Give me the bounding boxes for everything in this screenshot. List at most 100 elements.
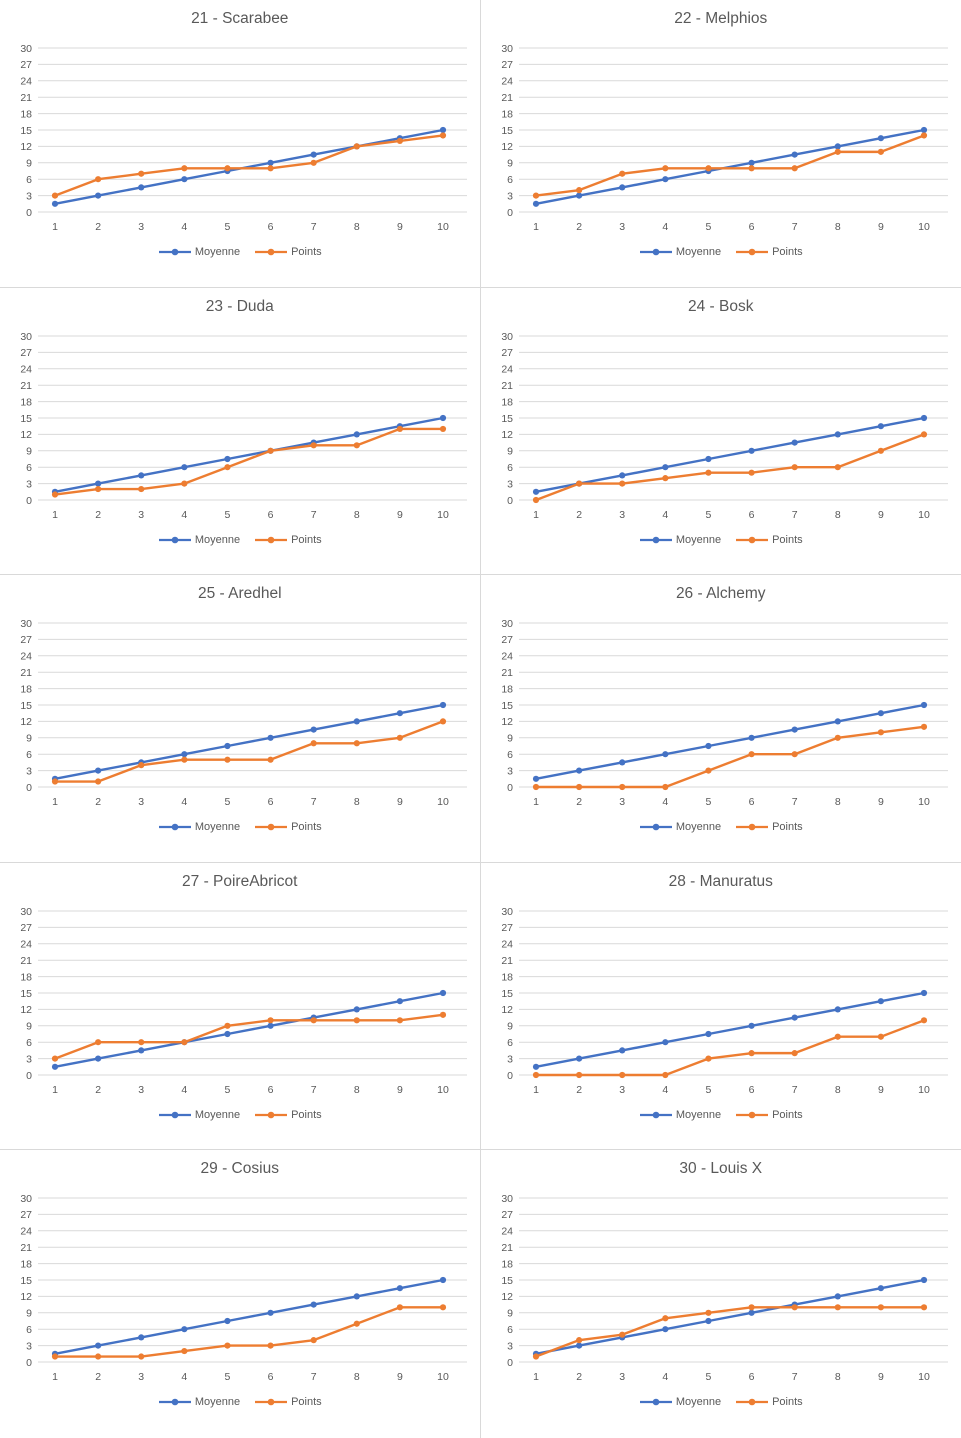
y-tick-label: 0 — [26, 782, 32, 794]
x-tick-label: 10 — [918, 221, 930, 233]
legend-key-icon — [736, 536, 769, 543]
points-markers — [51, 425, 446, 498]
points-marker — [661, 784, 669, 791]
x-tick-label: 2 — [576, 221, 582, 233]
y-tick-label: 3 — [26, 478, 32, 490]
legend-label: Points — [291, 1396, 322, 1409]
legend-key-icon — [255, 536, 288, 543]
legend-key-icon — [158, 248, 191, 256]
points-marker — [267, 756, 274, 763]
points-marker — [180, 1038, 188, 1046]
points-marker — [920, 1017, 927, 1024]
points-markers — [532, 132, 927, 199]
points-marker — [267, 447, 274, 454]
moyenne-marker — [834, 1293, 841, 1300]
moyenne-line — [535, 128, 924, 205]
points-marker — [310, 441, 317, 449]
moyenne-marker — [439, 702, 446, 709]
x-tick-label: 9 — [878, 796, 884, 808]
points-marker — [137, 170, 145, 177]
points-markers — [532, 430, 927, 503]
chart-panel[interactable]: 30 - Louis X 0 3 6 9 12 15 18 21 24 27 30 1 2 3 4 5 6 7 8 9 1… — [480, 1150, 961, 1438]
y-tick-label: 24 — [20, 363, 32, 375]
y-tick-label: 24 — [20, 76, 32, 88]
x-tick-label: 6 — [267, 1371, 273, 1383]
chart-panel[interactable]: 28 - Manuratus 0 3 6 9 12 15 18 21 24 27 30 1 2 3 4 5 6 7 8… — [480, 862, 961, 1151]
moyenne-line — [535, 1279, 924, 1356]
x-tick-label: 10 — [437, 1084, 449, 1096]
legend-marker — [748, 248, 756, 256]
legend-key-icon — [639, 1399, 672, 1406]
legend-item-points: Points — [254, 1396, 322, 1408]
points-marker — [791, 1304, 798, 1311]
x-tick-label: 6 — [748, 1371, 754, 1383]
chart-panel[interactable]: 21 - Scarabee 0 3 6 9 12 15 18 21 24 27 30 1 2 3 4 5 6 7 8 9… — [0, 0, 481, 288]
chart-panel[interactable]: 24 - Bosk 0 3 6 9 12 15 18 21 24 27 30 1 2 3 4 5 6 7 8 9 10 Mo… — [480, 287, 961, 576]
legend-label: Points — [291, 821, 322, 834]
x-tick-label: 5 — [224, 1371, 230, 1383]
chart-panel[interactable]: 23 - Duda 0 3 6 9 12 15 18 21 24 27 30 1 2 3 4 5 6 7 8 9 10 Mo… — [0, 287, 481, 576]
points-marker — [877, 1304, 884, 1311]
points-marker — [661, 165, 669, 172]
chart-legend: Moyenne Points — [0, 1396, 480, 1408]
moyenne-marker — [661, 463, 669, 470]
moyenne-line — [54, 991, 443, 1068]
moyenne-marker — [920, 702, 927, 709]
x-tick-label: 8 — [835, 796, 841, 808]
moyenne-marker — [532, 775, 539, 783]
points-marker — [575, 480, 582, 487]
legend-item-points: Points — [735, 821, 803, 833]
x-tick-label: 9 — [878, 1084, 884, 1096]
x-tick-label: 5 — [705, 796, 711, 808]
y-tick-label: 15 — [501, 412, 513, 424]
points-marker — [267, 1017, 274, 1024]
moyenne-marker — [353, 1293, 360, 1300]
y-axis-labels: 0 3 6 9 12 15 18 21 24 27 30 — [20, 906, 32, 1082]
legend-marker — [652, 536, 660, 543]
moyenne-marker — [920, 414, 927, 421]
y-tick-label: 9 — [26, 1308, 32, 1320]
legend-item-moyenne: Moyenne — [158, 1396, 240, 1408]
chart-legend: Moyenne Points — [481, 1396, 961, 1408]
legend-label: Moyenne — [194, 1396, 241, 1409]
legend-key-icon — [158, 536, 191, 543]
legend-label: Points — [291, 533, 322, 546]
points-marker — [94, 176, 101, 183]
points-marker — [180, 165, 188, 172]
points-marker — [396, 137, 403, 145]
points-marker — [267, 165, 274, 172]
x-tick-label: 4 — [662, 221, 668, 233]
chart-panel[interactable]: 22 - Melphios 0 3 6 9 12 15 18 21 24 27 30 1 2 3 4 5 6 7 8 9… — [480, 0, 961, 288]
y-tick-label: 18 — [20, 108, 32, 120]
y-tick-label: 18 — [501, 684, 513, 696]
x-tick-label: 3 — [619, 1371, 625, 1383]
chart-panel[interactable]: 25 - Aredhel 0 3 6 9 12 15 18 21 24 27 30 1 2 3 4 5 6 7 8 9 1… — [0, 575, 481, 863]
chart-panel[interactable]: 26 - Alchemy 0 3 6 9 12 15 18 21 24 27 30 1 2 3 4 5 6 7 8 9 1… — [480, 575, 961, 863]
y-axis-labels: 0 3 6 9 12 15 18 21 24 27 30 — [501, 618, 513, 794]
y-tick-label: 27 — [20, 1210, 32, 1222]
points-marker — [137, 762, 145, 769]
x-tick-label: 4 — [181, 509, 187, 521]
legend-key-icon — [639, 536, 672, 543]
chart-panel[interactable]: 29 - Cosius 0 3 6 9 12 15 18 21 24 27 30 1 2 3 4 5 6 7 8 9 10… — [0, 1150, 481, 1438]
x-tick-label: 7 — [791, 1371, 797, 1383]
y-tick-label: 15 — [20, 1275, 32, 1287]
moyenne-marker — [137, 184, 145, 191]
chart-panel[interactable]: 27 - PoireAbricot 0 3 6 9 12 15 18 21 24 27 30 1 2 3 4 5… — [0, 862, 481, 1151]
x-tick-label: 10 — [437, 509, 449, 521]
legend-item-points: Points — [735, 1109, 803, 1121]
moyenne-marker — [661, 1038, 669, 1046]
x-tick-label: 10 — [437, 221, 449, 233]
points-marker — [834, 734, 841, 742]
legend-marker — [171, 1111, 179, 1119]
y-tick-label: 12 — [501, 141, 513, 153]
moyenne-marker — [51, 1063, 58, 1070]
legend-marker — [171, 248, 179, 256]
y-tick-label: 18 — [20, 971, 32, 983]
points-markers — [532, 1017, 927, 1078]
x-tick-label: 1 — [533, 1371, 539, 1383]
points-marker — [834, 463, 841, 470]
y-tick-label: 6 — [26, 1324, 32, 1336]
